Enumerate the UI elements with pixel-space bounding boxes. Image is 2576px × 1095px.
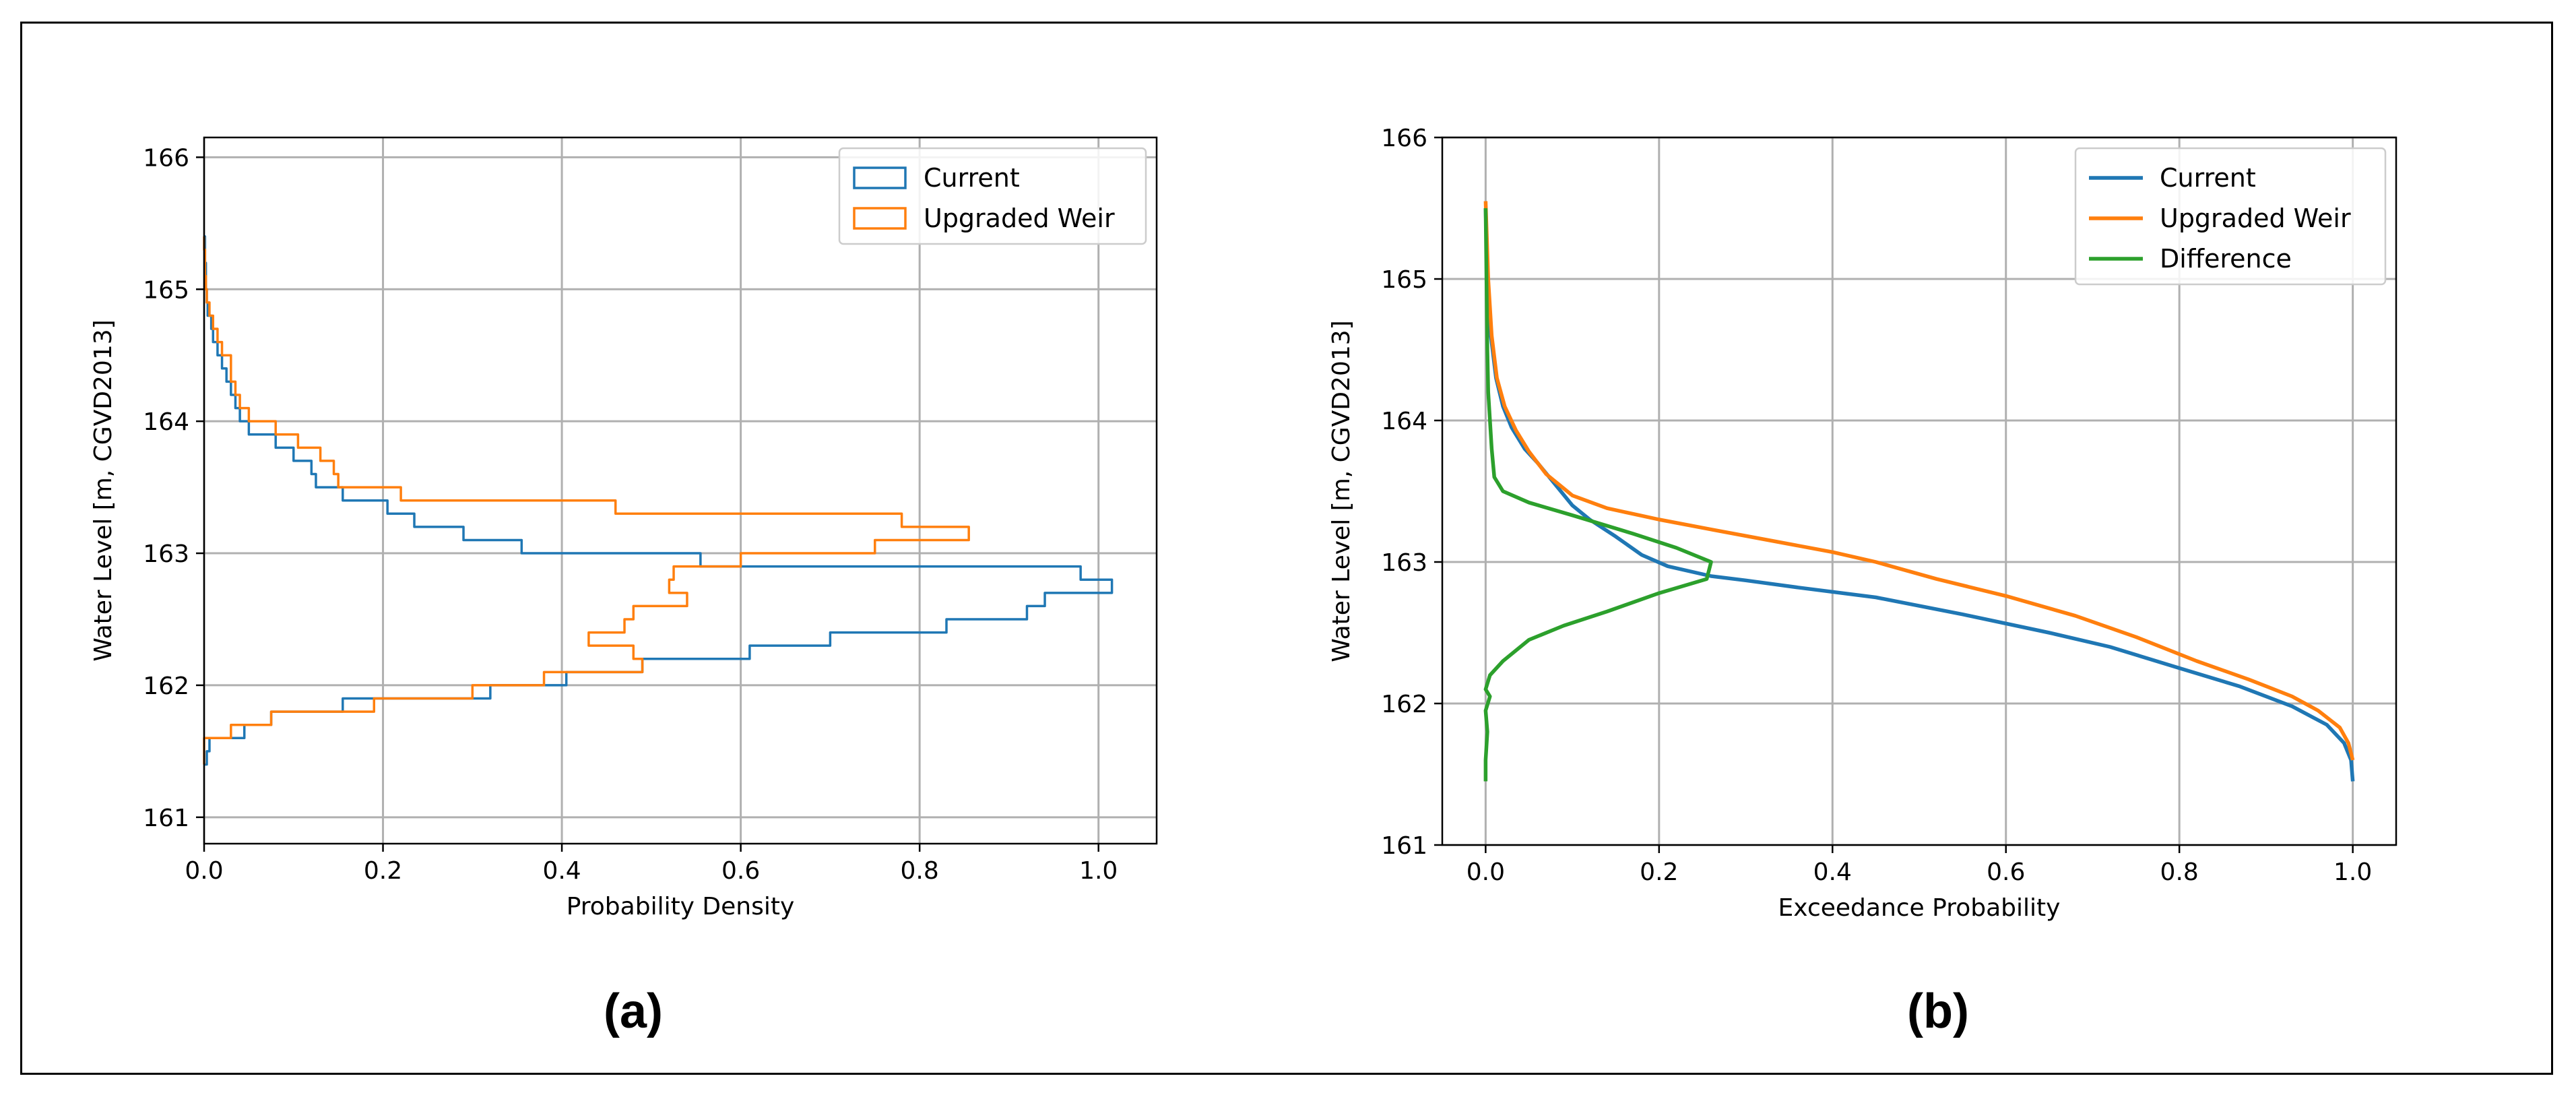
- a-y-tick-label: 165: [143, 276, 189, 304]
- a-y-tick-label: 161: [143, 805, 189, 832]
- b-legend-entry-upgraded-weir-label: Upgraded Weir: [2160, 204, 2351, 233]
- a-x-tick-label: 0.0: [185, 857, 223, 885]
- panel-a-series: [203, 235, 1114, 766]
- b-series-difference: [1483, 208, 1713, 782]
- a-legend-entry-upgraded-weir-label: Upgraded Weir: [924, 204, 1115, 233]
- b-legend-entry-current-label: Current: [2160, 163, 2256, 193]
- a-legend-box: [838, 147, 1147, 245]
- a-legend-entry-current-label: Current: [924, 163, 1020, 193]
- a-x-tick-label: 1.0: [1079, 857, 1118, 885]
- a-x-tick-label: 0.6: [721, 857, 760, 885]
- b-x-tick-label: 1.0: [2333, 858, 2372, 886]
- a-x-tick-label: 0.2: [364, 857, 402, 885]
- a-legend-entry-current-swatch: [853, 166, 907, 189]
- panel-b-exceedance: 0.0 0.2 0.4 0.6 0.8 1.0 161 162 163 164 165 166 Ex…: [1328, 125, 2397, 1038]
- panel-a-x-axis-label: Probability Density: [567, 893, 795, 920]
- b-series-upgraded-weir: [1483, 201, 2355, 761]
- b-y-tick-label: 161: [1381, 832, 1427, 860]
- panel-a-y-axis-label: Water Level [m, CGVD2013]: [90, 319, 117, 661]
- a-y-tick-label: 163: [143, 540, 189, 568]
- panel-b-axes-frame: [1441, 136, 2397, 846]
- b-x-tick-label: 0.2: [1640, 858, 1678, 886]
- b-y-tick-label: 165: [1381, 266, 1427, 294]
- panel-b-legend: Current Upgraded Weir Difference: [2074, 147, 2387, 286]
- b-x-tick-label: 0.0: [1467, 858, 1505, 886]
- figure-frame: [20, 22, 2553, 1075]
- b-series-current: [1483, 208, 2355, 782]
- b-y-tick-label: 163: [1381, 549, 1427, 577]
- b-legend-box: [2074, 147, 2387, 286]
- a-y-tick-label: 164: [143, 408, 189, 436]
- a-x-tick-label: 0.8: [901, 857, 939, 885]
- b-x-tick-label: 0.6: [1987, 858, 2025, 886]
- panel-b-x-axis-label: Exceedance Probability: [1778, 894, 2061, 922]
- a-series-upgraded-weir: [203, 236, 970, 765]
- panel-b-x-ticks: 0.0 0.2 0.4 0.6 0.8 1.0: [1467, 845, 2372, 886]
- panel-b-y-ticks: 161 162 163 164 165 166: [1381, 125, 1442, 860]
- b-x-tick-label: 0.8: [2160, 858, 2199, 886]
- b-legend-entry-difference-label: Difference: [2160, 244, 2292, 274]
- panel-a-x-ticks: 0.0 0.2 0.4 0.6 0.8 1.0: [185, 844, 1118, 885]
- panel-a-axes-frame: [203, 136, 1158, 845]
- panel-a-histogram: 0.0 0.2 0.4 0.6 0.8 1.0 161 162 163 164 165 166 Pr…: [90, 136, 1158, 1038]
- panel-b-y-axis-label: Water Level [m, CGVD2013]: [1328, 320, 1355, 662]
- panel-a-label: (a): [604, 984, 663, 1038]
- panel-a-legend: Current Upgraded Weir: [838, 147, 1147, 245]
- a-y-tick-label: 166: [143, 144, 189, 172]
- panel-b-series: [1483, 201, 2355, 782]
- b-y-tick-label: 164: [1381, 408, 1427, 435]
- panel-b-label: (b): [1907, 984, 1969, 1038]
- b-y-tick-label: 166: [1381, 125, 1427, 152]
- a-y-tick-label: 162: [143, 672, 189, 700]
- b-x-tick-label: 0.4: [1813, 858, 1852, 886]
- a-series-current: [203, 235, 1114, 766]
- a-x-tick-label: 0.4: [542, 857, 581, 885]
- panel-a-y-ticks: 161 162 163 164 165 166: [143, 144, 204, 832]
- a-legend-entry-upgraded-weir-swatch: [853, 207, 907, 230]
- b-y-tick-label: 162: [1381, 691, 1427, 718]
